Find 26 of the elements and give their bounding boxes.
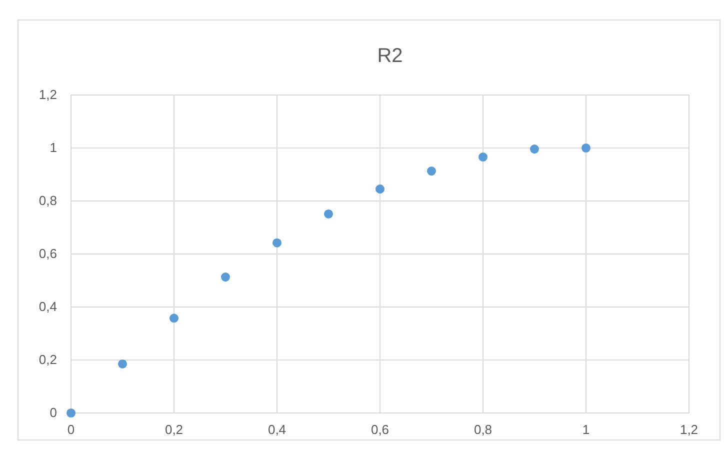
x-tick-label: 1,2	[680, 422, 698, 438]
point	[478, 152, 488, 162]
y-tick-label: 1,2	[38, 87, 57, 102]
y-tick-label: 0,8	[38, 193, 57, 208]
x-tick-label: 0,6	[370, 422, 390, 438]
y-tick-label: 0,4	[38, 299, 57, 314]
y-tick-label: 0	[50, 405, 57, 420]
x-tick-label: 0,8	[474, 422, 492, 438]
y-tick-label: 1	[50, 140, 57, 156]
point	[426, 166, 436, 176]
chart-title: R2	[377, 45, 403, 67]
x-tick-label: 0,2	[164, 422, 184, 438]
x-tick-label: 0	[67, 422, 75, 438]
x-tick-label: 1	[582, 422, 590, 438]
point	[375, 184, 385, 194]
point	[118, 359, 128, 368]
point	[66, 408, 76, 418]
point	[169, 314, 179, 323]
y-tick-label: 0,6	[38, 246, 57, 262]
point	[581, 143, 591, 153]
point	[530, 144, 540, 154]
x-tick-label: 0,4	[268, 422, 286, 438]
y-tick-label: 0,2	[38, 352, 57, 368]
point	[272, 238, 282, 248]
point	[324, 209, 334, 218]
point	[220, 272, 230, 282]
